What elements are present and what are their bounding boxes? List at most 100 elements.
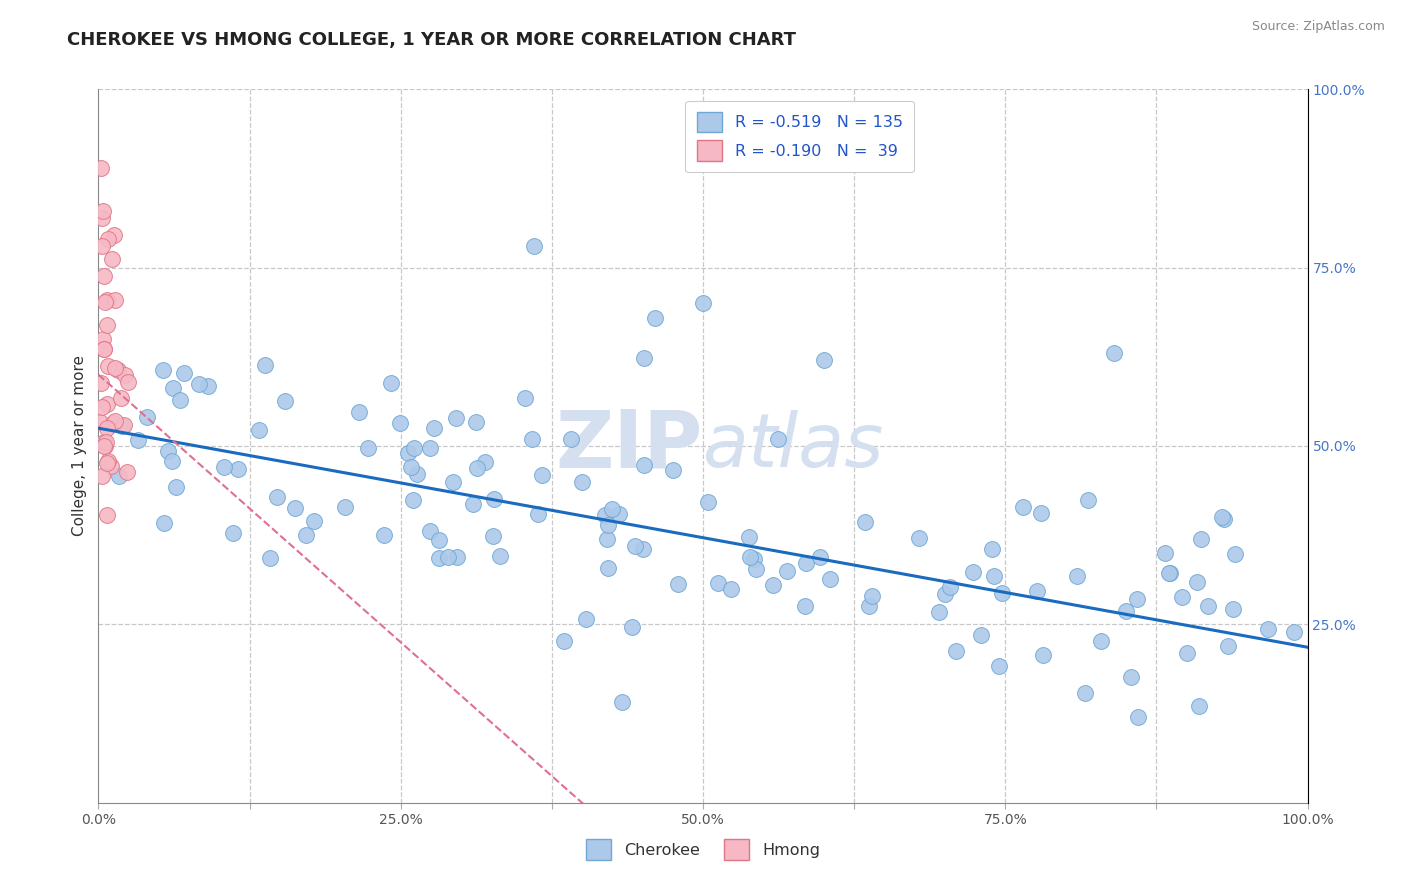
Point — [991, 585, 1014, 599]
Point — [612, 695, 634, 709]
Point — [101, 252, 124, 266]
Point — [90, 376, 112, 390]
Point — [444, 411, 467, 425]
Point — [522, 432, 544, 446]
Point — [1102, 346, 1125, 360]
Point — [644, 310, 666, 325]
Point — [266, 490, 288, 504]
Point — [1282, 624, 1305, 639]
Point — [91, 239, 114, 253]
Point — [104, 293, 127, 307]
Point — [253, 358, 276, 372]
Point — [136, 410, 159, 425]
Point — [302, 514, 325, 528]
Point — [465, 415, 488, 429]
Point — [1126, 592, 1149, 607]
Point — [858, 599, 880, 613]
Point — [294, 528, 316, 542]
Point — [100, 458, 122, 473]
Point — [96, 421, 118, 435]
Point — [1031, 506, 1053, 520]
Point — [93, 269, 115, 284]
Point — [93, 342, 115, 356]
Point — [427, 551, 450, 566]
Point — [101, 416, 124, 430]
Point — [96, 397, 118, 411]
Point — [1032, 648, 1054, 662]
Point — [427, 533, 450, 547]
Point — [160, 454, 183, 468]
Point — [405, 467, 427, 481]
Text: CHEROKEE VS HMONG COLLEGE, 1 YEAR OR MORE CORRELATION CHART: CHEROKEE VS HMONG COLLEGE, 1 YEAR OR MOR… — [67, 31, 796, 49]
Point — [437, 549, 460, 564]
Point — [631, 541, 654, 556]
Point — [104, 414, 127, 428]
Point — [602, 502, 624, 516]
Point — [1011, 500, 1033, 514]
Point — [633, 351, 655, 366]
Point — [93, 435, 115, 450]
Point — [117, 465, 139, 479]
Point — [165, 480, 187, 494]
Point — [738, 549, 761, 564]
Point — [762, 578, 785, 592]
Point — [156, 444, 179, 458]
Point — [111, 419, 134, 434]
Point — [633, 458, 655, 473]
Point — [356, 441, 378, 455]
Point — [169, 392, 191, 407]
Point — [474, 455, 496, 469]
Point — [1197, 599, 1219, 614]
Text: atlas: atlas — [703, 410, 884, 482]
Point — [465, 461, 488, 475]
Point — [596, 517, 619, 532]
Point — [284, 500, 307, 515]
Point — [97, 454, 120, 468]
Point — [91, 333, 114, 347]
Point — [596, 532, 619, 546]
Point — [446, 549, 468, 564]
Point — [389, 416, 412, 430]
Point — [1026, 583, 1049, 598]
Point — [813, 353, 835, 368]
Point — [335, 500, 357, 514]
Point — [692, 296, 714, 310]
Point — [162, 381, 184, 395]
Point — [1223, 547, 1246, 561]
Point — [1212, 512, 1234, 526]
Point — [423, 421, 446, 435]
Point — [173, 367, 195, 381]
Point — [396, 446, 419, 460]
Point — [482, 491, 505, 506]
Point — [112, 418, 135, 433]
Text: ZIP: ZIP — [555, 407, 703, 485]
Point — [1066, 569, 1088, 583]
Point — [1170, 591, 1192, 605]
Point — [247, 423, 270, 437]
Point — [938, 580, 960, 594]
Point — [90, 161, 112, 175]
Point — [461, 497, 484, 511]
Point — [419, 524, 441, 539]
Point — [808, 549, 831, 564]
Point — [91, 203, 114, 218]
Point — [738, 530, 761, 544]
Point — [928, 606, 950, 620]
Point — [1188, 698, 1211, 713]
Point — [607, 507, 630, 521]
Point — [114, 368, 136, 382]
Point — [776, 564, 799, 578]
Point — [482, 529, 505, 543]
Point — [96, 293, 118, 308]
Point — [107, 362, 129, 376]
Point — [593, 508, 616, 522]
Point — [110, 391, 132, 405]
Point — [197, 379, 219, 393]
Point — [981, 541, 1004, 556]
Point — [818, 572, 841, 586]
Point — [945, 644, 967, 658]
Point — [596, 561, 619, 575]
Point — [94, 294, 117, 309]
Point — [666, 577, 689, 591]
Point — [402, 441, 425, 455]
